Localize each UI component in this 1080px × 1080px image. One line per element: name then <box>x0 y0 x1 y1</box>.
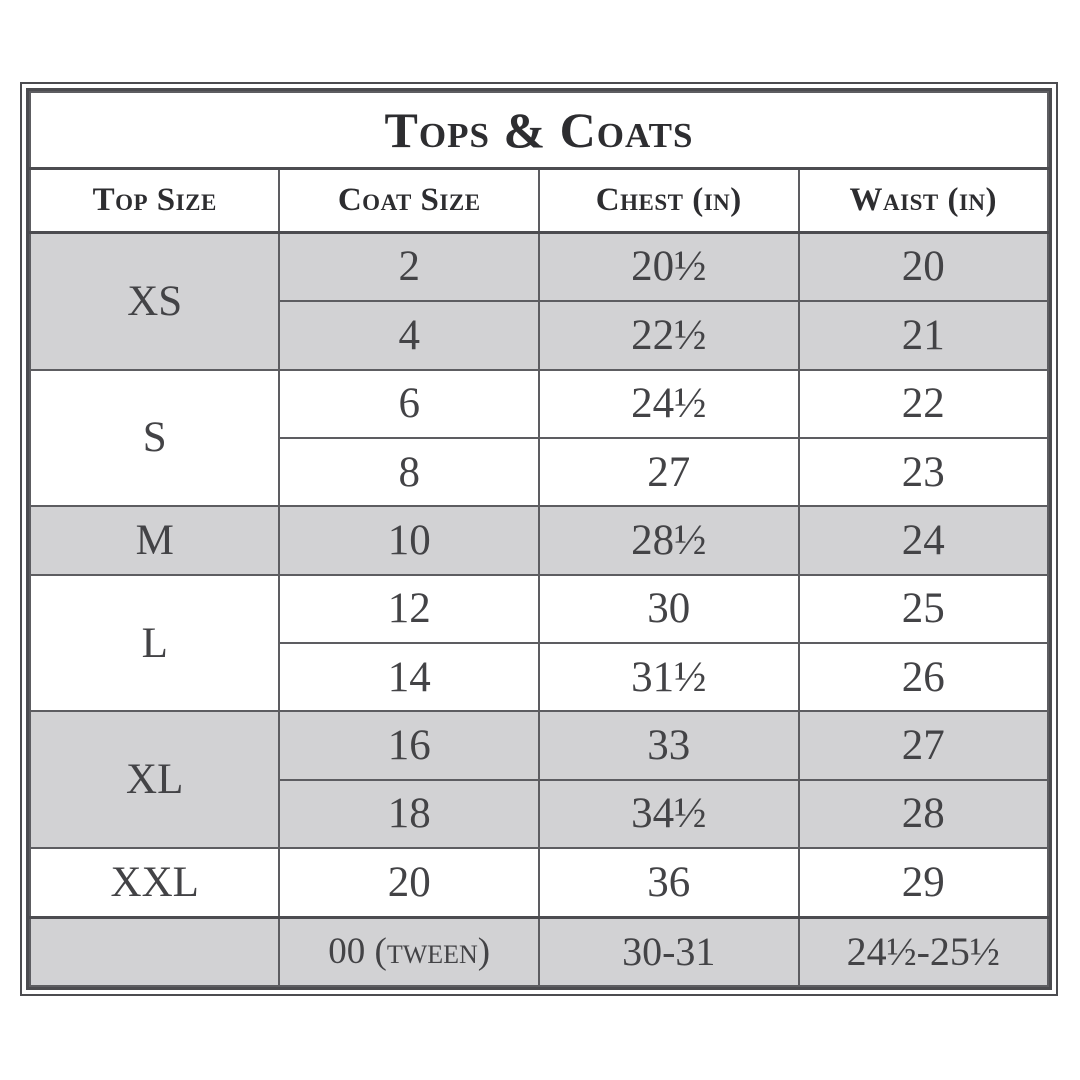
top-size-cell: XL <box>28 710 281 850</box>
coat-size-cell: 2 <box>278 231 540 303</box>
chest-cell: 31½ <box>537 642 800 713</box>
waist-cell: 27 <box>797 710 1050 781</box>
waist-cell: 24 <box>797 505 1050 576</box>
column-header-waist: Waist (in) <box>797 167 1050 234</box>
chest-cell: 24½ <box>537 368 800 439</box>
coat-size-cell: 18 <box>278 778 540 850</box>
waist-cell: 22 <box>797 368 1050 439</box>
chest-cell: 28½ <box>537 505 800 576</box>
column-header-top-size: Top Size <box>28 167 281 234</box>
column-header-chest: Chest (in) <box>537 167 800 234</box>
size-chart-inner-frame: Tops & Coats Top Size Coat Size Chest (i… <box>26 88 1052 990</box>
table-row: S 6 24½ 22 <box>28 368 1050 508</box>
coat-size-cell: 20 <box>278 847 540 919</box>
top-size-cell: L <box>28 573 281 713</box>
top-size-cell: XS <box>28 231 281 371</box>
table-row: 14 31½ 26 <box>30 642 1050 713</box>
chest-cell: 36 <box>537 847 800 919</box>
top-size-cell: XXL <box>28 847 281 919</box>
coat-size-cell: 10 <box>278 505 540 576</box>
chest-cell: 20½ <box>537 231 800 303</box>
top-size-cell: S <box>28 368 281 508</box>
table-row: Tops & Coats <box>29 91 1049 171</box>
waist-cell: 23 <box>797 436 1050 508</box>
size-chart-table: Tops & Coats Top Size Coat Size Chest (i… <box>28 91 1050 987</box>
waist-cell: 28 <box>797 778 1050 850</box>
table-header-row: Top Size Coat Size Chest (in) Waist (in) <box>28 167 1050 234</box>
coat-size-cell: 16 <box>278 710 540 781</box>
chest-cell: 30 <box>537 573 800 645</box>
waist-cell: 29 <box>797 847 1050 919</box>
table-row: XXL 20 36 29 <box>28 847 1050 919</box>
coat-size-cell: 14 <box>278 642 540 713</box>
size-chart-frame: Tops & Coats Top Size Coat Size Chest (i… <box>20 82 1058 996</box>
waist-cell: 21 <box>797 300 1050 371</box>
chest-cell: 27 <box>537 436 800 508</box>
table-row: 8 27 23 <box>30 436 1050 508</box>
coat-size-cell: 00 (tween) <box>278 915 540 987</box>
table-row: 00 (tween) 30-31 24½-25½ <box>28 915 1050 987</box>
coat-size-cell: 8 <box>278 436 540 508</box>
column-header-coat-size: Coat Size <box>278 167 540 234</box>
waist-cell: 24½-25½ <box>797 915 1050 987</box>
table-row: 4 22½ 21 <box>30 300 1050 371</box>
chest-cell: 33 <box>537 710 800 781</box>
waist-cell: 25 <box>797 573 1050 645</box>
waist-cell: 20 <box>797 231 1050 303</box>
top-size-cell-empty <box>28 915 281 987</box>
table-title: Tops & Coats <box>29 91 1049 171</box>
coat-size-cell: 12 <box>278 573 540 645</box>
table-row: XS 2 20½ 20 <box>28 231 1050 371</box>
table-row: XL 16 33 27 <box>28 710 1050 850</box>
chest-cell: 34½ <box>537 778 800 850</box>
chest-cell: 22½ <box>537 300 800 371</box>
table-row: 18 34½ 28 <box>30 778 1050 850</box>
table-row: M 10 28½ 24 <box>28 505 1050 576</box>
coat-size-cell: 6 <box>278 368 540 439</box>
waist-cell: 26 <box>797 642 1050 713</box>
chest-cell: 30-31 <box>537 915 800 987</box>
table-row: L 12 30 25 <box>28 573 1050 713</box>
top-size-cell: M <box>28 505 281 576</box>
coat-size-cell: 4 <box>278 300 540 371</box>
